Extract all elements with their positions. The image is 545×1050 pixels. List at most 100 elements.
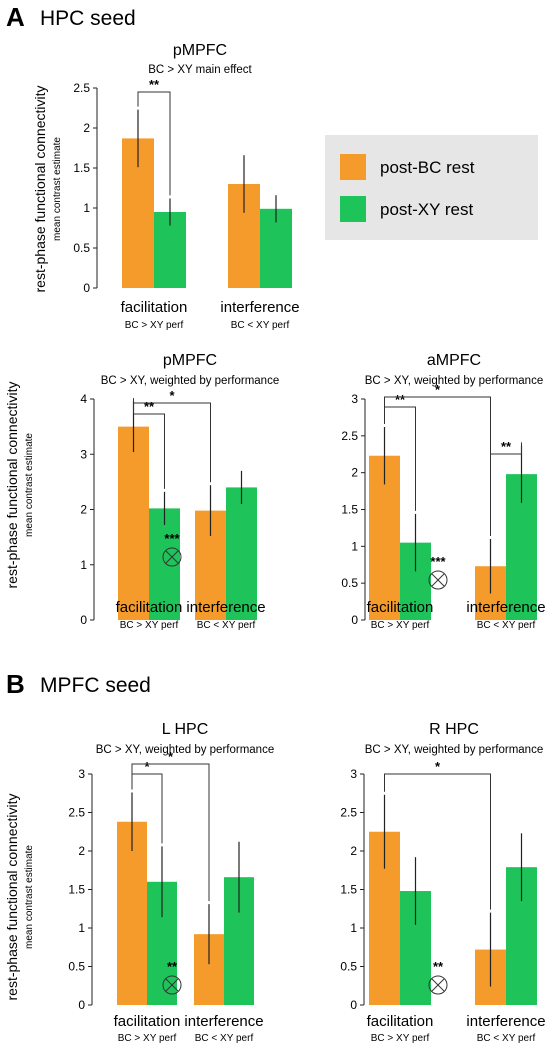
- y-tick-label: 0: [351, 613, 358, 627]
- y-tick-label: 3: [350, 767, 357, 781]
- y-tick-label: 0.5: [68, 960, 85, 974]
- significance-label: **: [395, 392, 406, 407]
- interaction-marker-icon: [428, 570, 448, 590]
- interaction-marker-icon: [428, 975, 448, 995]
- category-sublabel: BC > XY perf: [118, 1033, 177, 1044]
- y-tick-label: 1.5: [68, 883, 85, 897]
- category-label: facilitation: [116, 599, 183, 616]
- chart-mpfc-lhpc-weighted: L HPC BC > XY, weighted by performance 0 0.…: [68, 721, 274, 1044]
- bar: [118, 426, 149, 620]
- category-sublabel: BC < XY perf: [477, 1033, 536, 1044]
- y-tick-label: 0: [80, 613, 87, 627]
- y-tick-label: 1: [80, 558, 87, 572]
- significance-bracket: [137, 91, 171, 196]
- chart-hpc-pmpfc-main: pMPFC BC > XY main effect 0 0.5 1 1.5 2 2.5 faci…: [73, 42, 299, 331]
- interaction-significance-label: **: [433, 959, 444, 974]
- y-tick-label: 2: [351, 466, 358, 480]
- significance-label: **: [144, 399, 155, 414]
- y-axis-sublabel-a1: mean contrast estimate: [52, 137, 63, 241]
- y-tick-label: 2: [80, 503, 87, 517]
- category-label: interference: [466, 1013, 545, 1030]
- interaction-marker-icon: [162, 547, 182, 567]
- y-tick-label: 1: [350, 921, 357, 935]
- y-tick-label: 2: [83, 121, 90, 135]
- section-title-a: HPC seed: [40, 7, 136, 30]
- y-axis-sublabel-b: mean contrast estimate: [24, 845, 35, 949]
- significance-label: *: [169, 388, 175, 403]
- significance-label: **: [149, 77, 160, 92]
- y-tick-label: 1.5: [73, 161, 90, 175]
- y-tick-label: 1: [78, 921, 85, 935]
- y-tick-label: 2.5: [340, 806, 357, 820]
- interaction-marker-cross: [431, 978, 445, 992]
- category-sublabel: BC < XY perf: [477, 620, 536, 631]
- y-tick-label: 2: [350, 844, 357, 858]
- y-tick-label: 2: [78, 844, 85, 858]
- significance-label: *: [435, 759, 441, 774]
- y-axis-label-a1: rest-phase functional connectivity: [32, 86, 48, 293]
- y-tick-label: 3: [78, 767, 85, 781]
- category-sublabel: BC < XY perf: [231, 320, 290, 331]
- y-axis-sublabel-a2: mean contrast estimate: [24, 433, 35, 537]
- category-label: facilitation: [367, 1013, 434, 1030]
- y-tick-label: 1.5: [340, 883, 357, 897]
- category-label: facilitation: [114, 1013, 181, 1030]
- significance-bracket: [384, 396, 491, 536]
- category-sublabel: BC > XY perf: [371, 620, 430, 631]
- y-tick-label: 2.5: [73, 81, 90, 95]
- y-tick-label: 2.5: [68, 806, 85, 820]
- chart-title: pMPFC: [163, 352, 217, 369]
- y-tick-label: 1.5: [341, 503, 358, 517]
- y-tick-label: 2.5: [341, 429, 358, 443]
- ylabel-group-a: rest-phase functional connectivity mean …: [32, 86, 63, 293]
- significance-bracket: [490, 442, 522, 536]
- y-tick-label: 1: [83, 201, 90, 215]
- chart-subtitle: BC > XY main effect: [148, 64, 252, 76]
- category-label: interference: [184, 1013, 263, 1030]
- legend: post-BC rest post-XY rest: [325, 135, 538, 240]
- significance-label: *: [435, 382, 441, 397]
- chart-subtitle: BC > XY, weighted by performance: [101, 375, 279, 387]
- panel-letter-a: A: [6, 2, 25, 32]
- ylabel-group-a2: rest-phase functional connectivity mean …: [4, 382, 35, 589]
- chart-hpc-pmpfc-weighted: pMPFC BC > XY, weighted by performance 0 1 2…: [80, 352, 279, 631]
- interaction-marker-cross: [165, 978, 179, 992]
- legend-swatch-post-xy: [340, 196, 366, 222]
- category-label: interference: [466, 599, 545, 616]
- section-title-b: MPFC seed: [40, 674, 151, 697]
- significance-label: **: [501, 439, 512, 454]
- panel-letter-b: B: [6, 669, 25, 699]
- significance-bracket: [133, 398, 165, 489]
- legend-label-post-xy: post-XY rest: [380, 200, 474, 219]
- category-label: facilitation: [121, 299, 188, 316]
- y-tick-label: 0.5: [340, 960, 357, 974]
- interaction-significance-label: **: [167, 959, 178, 974]
- category-sublabel: BC > XY perf: [120, 620, 179, 631]
- category-label: facilitation: [367, 599, 434, 616]
- category-label: interference: [186, 599, 265, 616]
- chart-title: R HPC: [429, 721, 479, 738]
- interaction-significance-label: ***: [430, 554, 446, 569]
- significance-label: *: [144, 759, 150, 774]
- chart-mpfc-rhpc-weighted: R HPC BC > XY, weighted by performance 0 0.…: [340, 721, 545, 1044]
- chart-subtitle: BC > XY, weighted by performance: [365, 375, 543, 387]
- y-tick-label: 0.5: [73, 241, 90, 255]
- category-sublabel: BC < XY perf: [197, 620, 256, 631]
- bar: [226, 487, 257, 620]
- y-tick-label: 3: [80, 447, 87, 461]
- chart-title: pMPFC: [173, 42, 227, 59]
- interaction-marker-cross: [431, 573, 445, 587]
- legend-swatch-post-bc: [340, 154, 366, 180]
- category-sublabel: BC < XY perf: [195, 1033, 254, 1044]
- bar: [117, 821, 147, 1005]
- y-tick-label: 3: [351, 392, 358, 406]
- category-label: interference: [220, 299, 299, 316]
- y-tick-label: 0: [350, 998, 357, 1012]
- interaction-significance-label: ***: [164, 531, 180, 546]
- significance-bracket: [131, 763, 210, 902]
- bar: [149, 508, 180, 620]
- y-tick-label: 0: [78, 998, 85, 1012]
- category-sublabel: BC > XY perf: [125, 320, 184, 331]
- y-axis-label-b: rest-phase functional connectivity: [4, 794, 20, 1001]
